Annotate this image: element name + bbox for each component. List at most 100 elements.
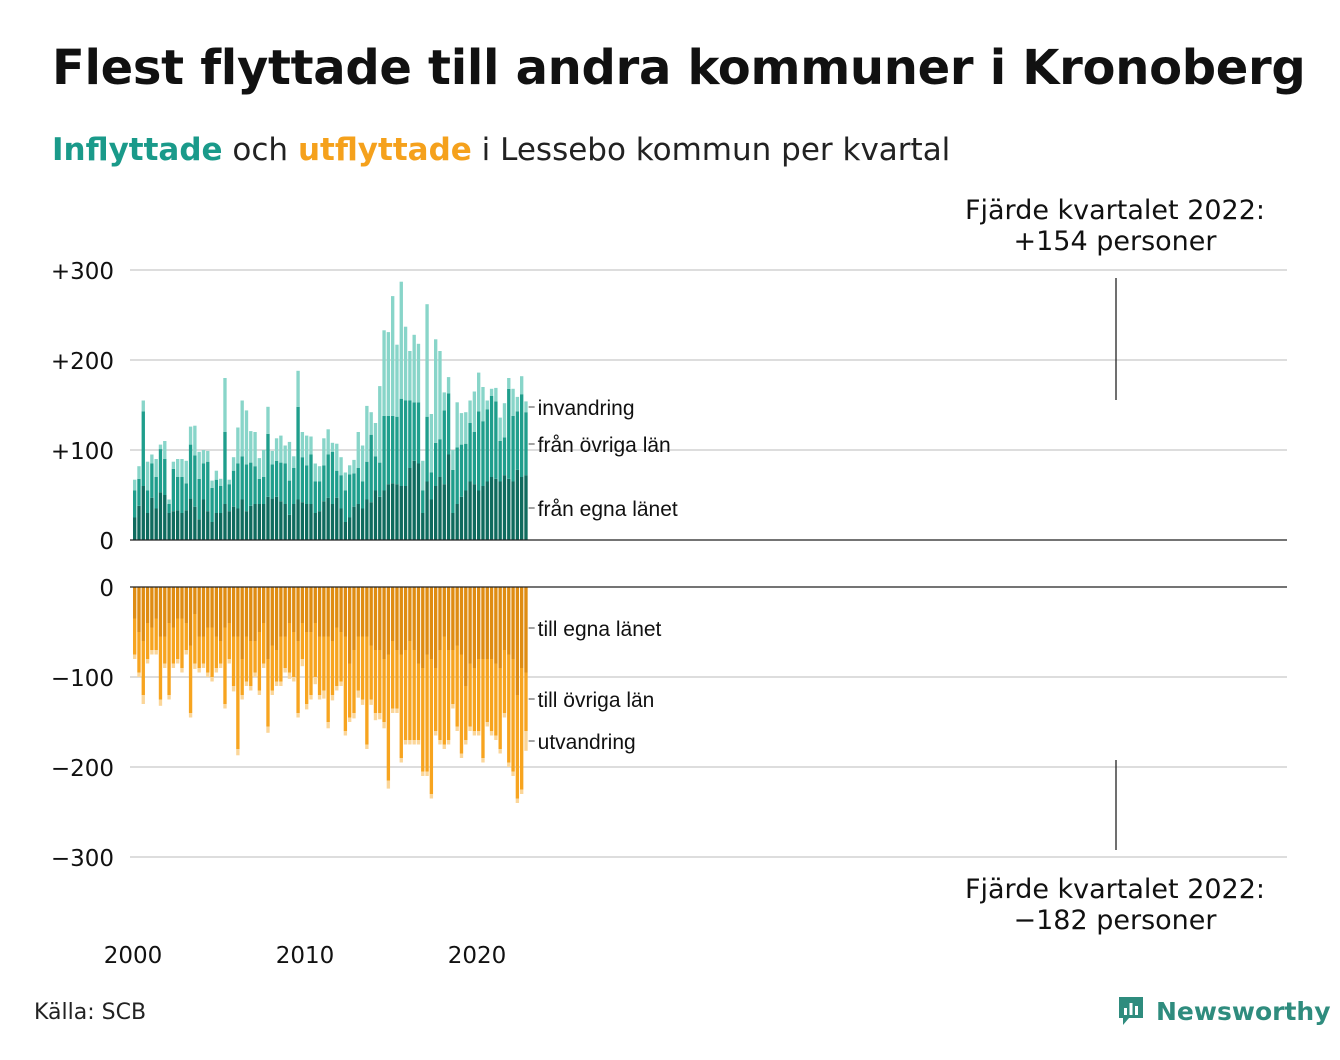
bar-outflow-emigration — [360, 699, 365, 705]
bar-inflow-other — [322, 465, 326, 502]
newsworthy-logo-icon — [1119, 997, 1143, 1025]
y-tick-label-outflow: 0 — [99, 576, 114, 602]
bar-outflow-own — [356, 587, 360, 637]
bar-outflow-other — [197, 636, 201, 668]
bar-outflow-emigration — [481, 758, 485, 763]
bar-outflow-own — [249, 587, 253, 641]
bar-outflow-own — [429, 587, 434, 659]
bar-inflow-immigration — [335, 443, 339, 471]
bar-inflow-own — [296, 499, 300, 540]
bar-outflow-emigration — [210, 677, 214, 682]
bar-outflow-own — [434, 587, 438, 668]
bar-inflow-own — [421, 513, 425, 540]
bar-inflow-own — [141, 486, 145, 540]
bar-inflow-immigration — [184, 460, 188, 484]
bar-inflow-other — [274, 460, 279, 497]
bar-inflow-own — [158, 492, 163, 540]
bar-outflow-own — [335, 587, 339, 628]
bar-outflow-own — [425, 587, 429, 655]
bar-outflow-own — [193, 587, 197, 614]
y-tick-label-inflow: +300 — [51, 259, 114, 285]
bar-outflow-emigration — [425, 771, 429, 776]
bar-inflow-own — [485, 481, 489, 540]
bar-outflow-other — [446, 650, 451, 740]
bar-inflow-own — [434, 486, 438, 540]
bar-outflow-own — [481, 587, 485, 659]
bar-outflow-other — [253, 641, 257, 673]
bar-outflow-other — [223, 627, 227, 704]
bar-inflow-own — [244, 511, 249, 540]
bar-outflow-other — [300, 623, 305, 659]
bar-inflow-immigration — [171, 461, 176, 469]
bar-inflow-own — [352, 506, 356, 540]
bar-inflow-immigration — [408, 351, 412, 401]
bar-inflow-own — [498, 481, 502, 540]
bar-inflow-other — [434, 442, 438, 486]
bar-inflow-other — [253, 466, 257, 504]
bar-inflow-own — [257, 504, 262, 540]
bar-outflow-own — [352, 587, 356, 650]
bar-outflow-emigration — [515, 798, 520, 803]
bar-outflow-other — [369, 645, 373, 700]
bar-inflow-other — [459, 444, 464, 497]
bar-outflow-other — [274, 650, 279, 682]
bar-inflow-immigration — [455, 402, 459, 448]
bar-outflow-own — [343, 587, 348, 637]
bar-outflow-own — [257, 587, 262, 632]
bar-inflow-other — [193, 455, 197, 507]
bar-outflow-emigration — [330, 695, 335, 701]
bar-inflow-immigration — [343, 472, 348, 491]
x-tick-label: 2020 — [448, 943, 507, 969]
bar-inflow-other — [348, 474, 352, 518]
bar-inflow-other — [231, 470, 236, 507]
bar-outflow-emigration — [262, 663, 266, 668]
bar-inflow-other — [391, 415, 395, 484]
bar-outflow-own — [386, 587, 391, 655]
bar-inflow-other — [145, 490, 150, 513]
bar-outflow-other — [442, 636, 446, 745]
bar-inflow-own — [184, 510, 188, 540]
bar-outflow-emigration — [154, 650, 158, 655]
bar-inflow-immigration — [429, 414, 434, 473]
bar-outflow-own — [339, 587, 343, 632]
bar-outflow-other — [408, 641, 412, 740]
bar-outflow-emigration — [524, 731, 528, 751]
bar-outflow-emigration — [137, 672, 141, 677]
bar-outflow-other — [515, 695, 520, 799]
bar-inflow-immigration — [399, 281, 403, 399]
bar-inflow-other — [330, 451, 335, 504]
bar-outflow-emigration — [421, 771, 425, 776]
bar-inflow-other — [210, 487, 214, 522]
bar-inflow-other — [442, 410, 446, 485]
bar-inflow-own — [249, 505, 253, 540]
bar-outflow-other — [434, 668, 438, 731]
bar-outflow-emigration — [197, 668, 201, 673]
bar-outflow-other — [283, 636, 287, 668]
bar-inflow-other — [214, 479, 219, 513]
bar-inflow-immigration — [322, 438, 326, 466]
y-tick-label-outflow: −300 — [51, 846, 114, 872]
end-label-outflow: utvandring — [538, 731, 636, 754]
gridlines — [130, 269, 1287, 858]
bar-outflow-other — [438, 650, 442, 740]
bar-outflow-own — [322, 587, 326, 637]
bar-inflow-own — [180, 513, 184, 540]
bar-inflow-immigration — [489, 388, 494, 396]
bar-inflow-other — [489, 396, 494, 477]
bar-inflow-own — [472, 484, 477, 540]
bar-inflow-other — [416, 402, 421, 464]
bar-inflow-immigration — [227, 479, 231, 485]
bar-outflow-other — [472, 668, 477, 731]
bar-outflow-other — [296, 641, 300, 713]
bar-inflow-own — [373, 490, 378, 540]
bar-inflow-immigration — [365, 405, 369, 462]
bar-inflow-own — [515, 469, 520, 540]
bar-outflow-own — [391, 587, 395, 641]
bar-outflow-own — [171, 587, 176, 628]
bar-inflow-other — [446, 393, 451, 455]
bar-outflow-own — [292, 587, 296, 632]
bar-inflow-other — [520, 394, 524, 477]
bar-outflow-emigration — [219, 663, 223, 668]
bar-outflow-emigration — [356, 690, 360, 698]
bar-outflow-emigration — [339, 681, 343, 686]
